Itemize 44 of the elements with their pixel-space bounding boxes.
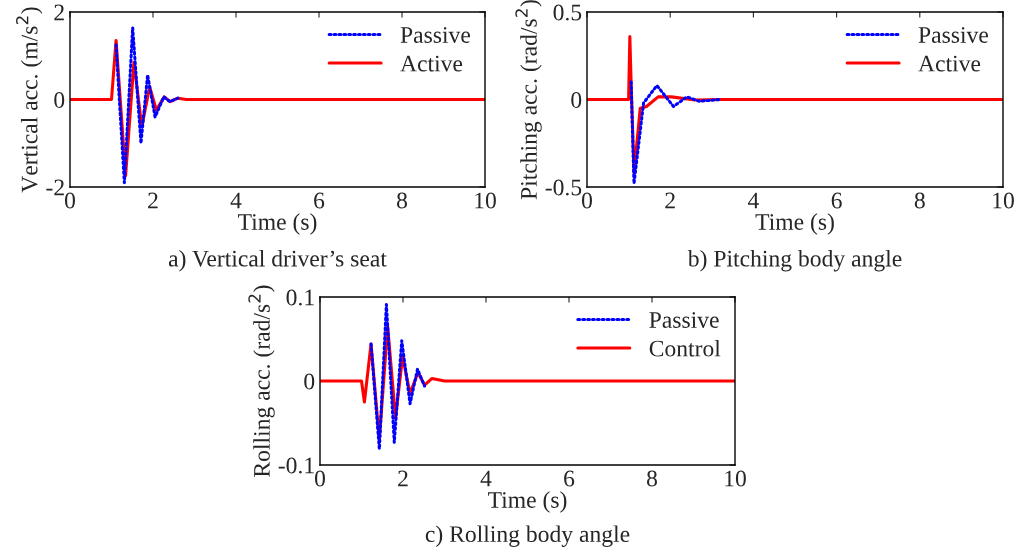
line-series <box>629 80 722 186</box>
text: b) Pitching body angle <box>687 250 902 272</box>
x-tick-label: 8 <box>397 192 407 209</box>
text: c) Rolling body angle <box>425 525 630 547</box>
x-tick-label: 4 <box>230 192 242 209</box>
y-tick-label: -2 <box>46 179 64 196</box>
x-tick-label: 2 <box>148 192 158 209</box>
x-tick-label: 8 <box>647 470 657 487</box>
legend-label: Control <box>649 339 721 357</box>
legend-label: Active <box>918 55 981 72</box>
y-axis-title: Vertical acc. (m/s$^{2}$) <box>16 7 43 193</box>
x-axis-title: Time (s) <box>488 491 567 513</box>
y-axis-title: Pitching acc. (rad/s$^{2}$) <box>515 0 542 200</box>
line-series <box>369 303 427 451</box>
x-tick-label: 4 <box>480 470 492 487</box>
y-tick-label: 0 <box>54 91 65 108</box>
y-tick-label: -0.1 <box>278 457 314 474</box>
x-tick-label: 4 <box>747 192 759 209</box>
x-tick-label: 6 <box>831 192 842 209</box>
x-tick-label: 8 <box>914 192 925 209</box>
y-tick-label: 0.5 <box>553 4 582 21</box>
legend-label: Passive <box>918 27 989 43</box>
x-tick-label: 10 <box>993 192 1014 209</box>
x-tick-label: 10 <box>475 192 496 209</box>
x-tick-label: 6 <box>564 470 575 487</box>
x-tick-label: 0 <box>65 192 75 209</box>
x-axis-title: Time (s) <box>755 213 834 235</box>
y-axis-title: Rolling acc. (rad/s$^{2}$) <box>248 285 275 477</box>
line-series <box>114 26 180 185</box>
y-tick-label: 0 <box>304 373 315 390</box>
y-tick-label: 0 <box>571 91 582 108</box>
x-tick-label: 2 <box>398 470 408 487</box>
x-tick-label: 10 <box>725 470 746 487</box>
x-tick-label: 6 <box>314 192 325 209</box>
legend-label: Passive <box>649 312 719 328</box>
legend-label: Passive <box>400 27 471 43</box>
text: a) Vertical driver’s seat <box>168 250 387 272</box>
y-tick-label: 2 <box>54 4 64 21</box>
y-tick-label: 0.1 <box>286 289 314 306</box>
legend-label: Active <box>400 55 463 72</box>
x-axis-title: Time (s) <box>238 213 317 235</box>
x-tick-label: 0 <box>315 470 325 487</box>
x-tick-label: 2 <box>665 192 675 209</box>
y-tick-label: -0.5 <box>545 179 582 196</box>
